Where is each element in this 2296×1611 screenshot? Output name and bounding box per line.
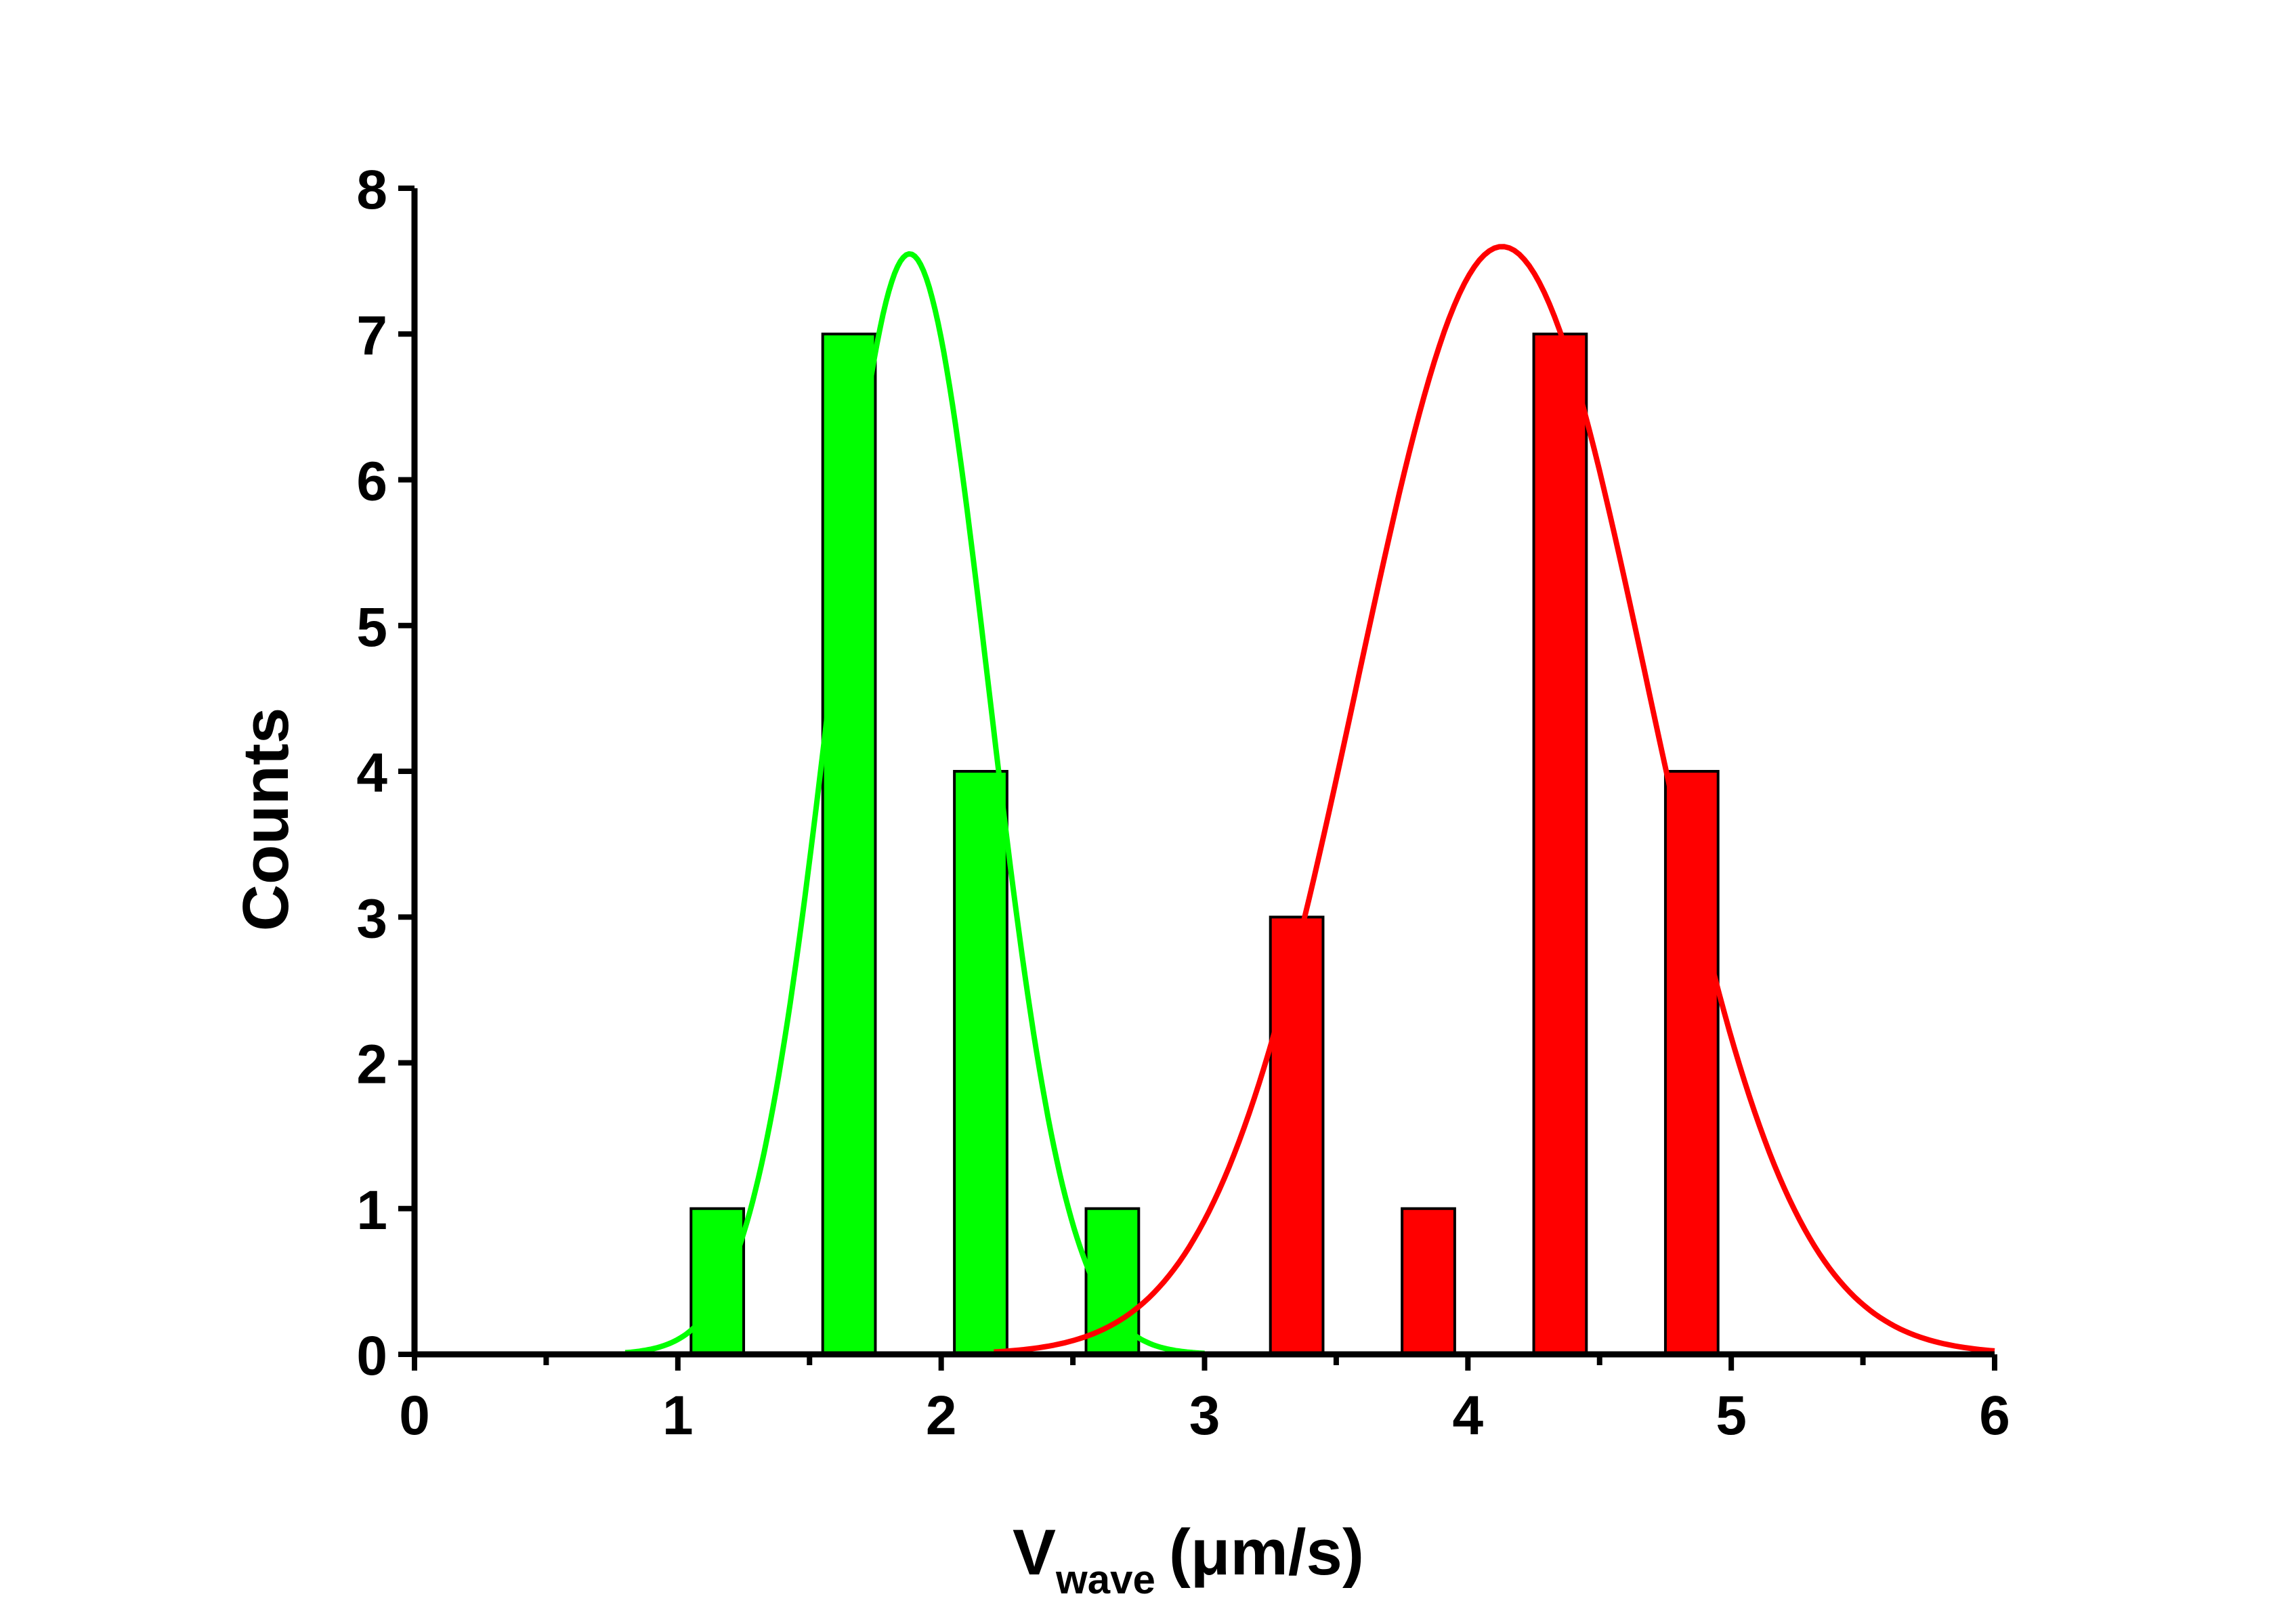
y-tick-label: 7	[356, 305, 387, 366]
x-tick-label: 5	[1716, 1385, 1747, 1446]
bars-layer	[689, 332, 1720, 1356]
fit-curves-layer	[624, 244, 1995, 1356]
x-axis-title-subscript: wave	[1055, 1557, 1155, 1602]
green-fit-curve	[624, 251, 1205, 1356]
y-tick-label: 8	[356, 159, 387, 221]
x-axis-title-main: V	[1013, 1516, 1056, 1589]
y-tick-label: 2	[356, 1034, 387, 1096]
y-tick-label: 1	[356, 1180, 387, 1241]
bar-red-2	[1532, 332, 1588, 1356]
x-tick-label: 6	[1979, 1385, 2010, 1446]
bar-red-0	[1269, 916, 1325, 1356]
y-tick-label: 5	[356, 597, 387, 658]
bar-green-2	[953, 770, 1008, 1356]
x-tick-label: 2	[926, 1385, 957, 1446]
bar-red-3	[1663, 770, 1720, 1356]
x-axis-title: Vwave (μm/s)	[1013, 1516, 1364, 1602]
x-tick-label: 4	[1453, 1385, 1484, 1446]
y-tick-label: 3	[356, 888, 387, 949]
y-tick-label: 6	[356, 451, 387, 513]
x-tick-label: 0	[399, 1385, 430, 1446]
ticks-layer: 0 1 2 3 4 5 6 7 8 0 1 2 3 4 5 6	[356, 159, 2010, 1446]
axes-layer	[411, 188, 1995, 1358]
bar-red-1	[1401, 1207, 1456, 1356]
x-tick-label: 1	[662, 1385, 694, 1446]
bar-green-1	[821, 332, 877, 1356]
y-tick-label: 4	[356, 742, 387, 804]
y-tick-label: 0	[356, 1325, 387, 1387]
bar-green-0	[689, 1207, 746, 1356]
red-fit-curve	[994, 244, 1995, 1355]
y-axis-title: Counts	[230, 708, 302, 932]
x-tick-label: 3	[1189, 1385, 1220, 1446]
x-axis-title-units: (μm/s)	[1169, 1516, 1364, 1589]
